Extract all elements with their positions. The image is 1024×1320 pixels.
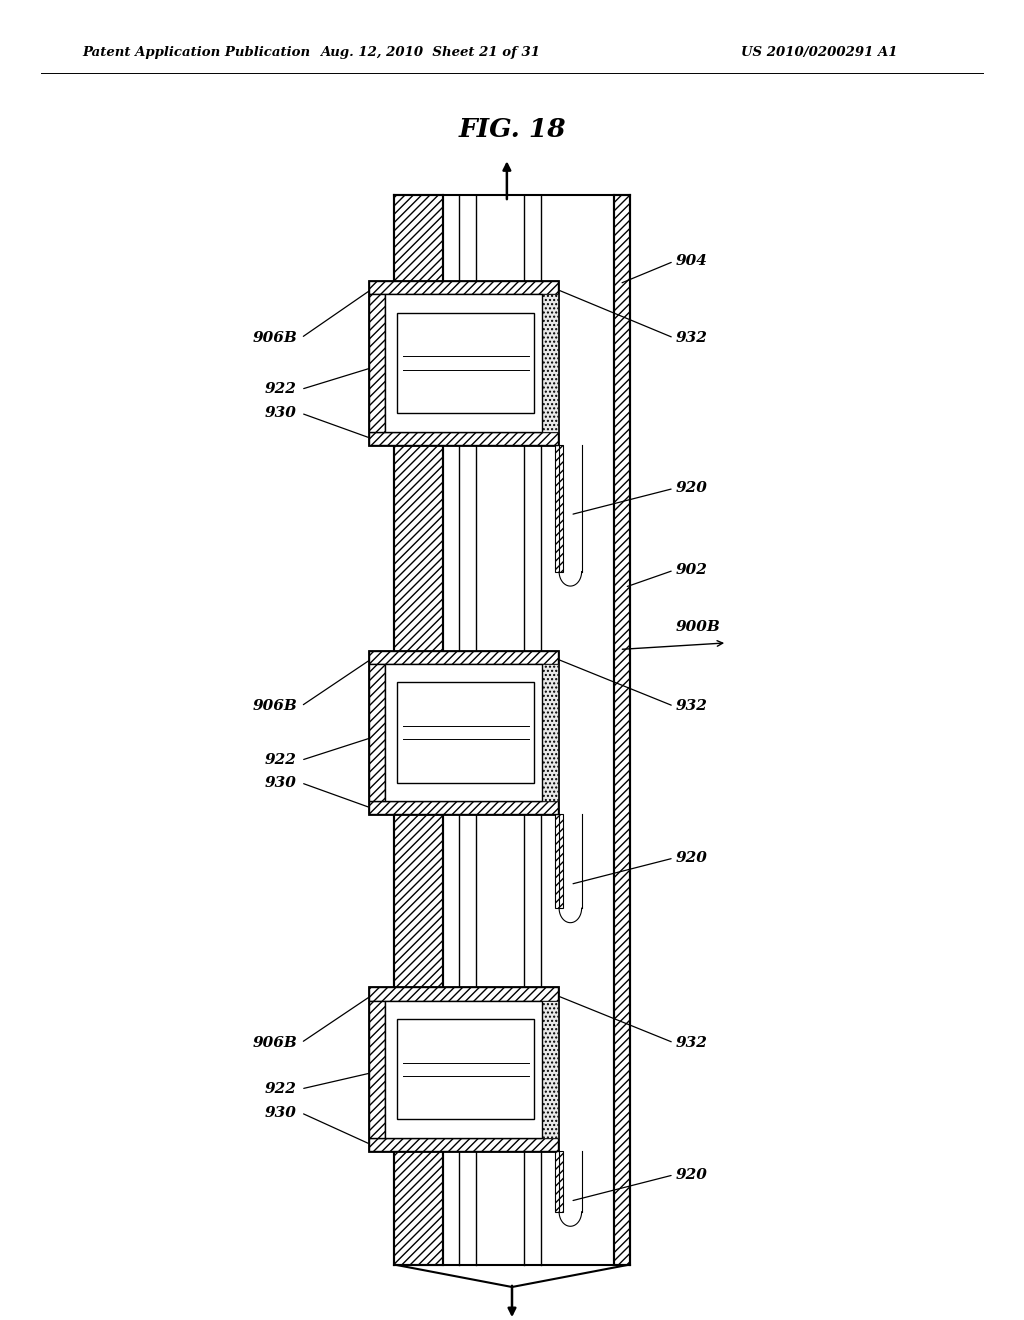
- Bar: [369, 664, 385, 801]
- Text: 900B: 900B: [676, 620, 721, 634]
- Bar: [394, 195, 443, 1265]
- Bar: [369, 651, 558, 814]
- Bar: [369, 281, 558, 294]
- Bar: [385, 664, 542, 801]
- Bar: [555, 814, 563, 908]
- Text: 922: 922: [265, 754, 297, 767]
- Bar: [397, 313, 534, 413]
- Text: 922: 922: [265, 383, 297, 396]
- Bar: [369, 1138, 558, 1151]
- Text: 930: 930: [265, 407, 297, 420]
- Text: 902: 902: [676, 564, 708, 577]
- Bar: [369, 801, 558, 814]
- Bar: [369, 651, 558, 664]
- Text: 930: 930: [265, 1106, 297, 1119]
- Bar: [555, 445, 563, 572]
- Bar: [542, 664, 558, 801]
- Text: 932: 932: [676, 700, 708, 713]
- Bar: [542, 294, 558, 432]
- Bar: [385, 1001, 542, 1138]
- Text: 930: 930: [265, 776, 297, 789]
- Bar: [369, 432, 558, 445]
- Text: 906B: 906B: [252, 700, 297, 713]
- Bar: [397, 682, 534, 783]
- Bar: [613, 195, 630, 1265]
- Text: 920: 920: [676, 1168, 708, 1181]
- Bar: [542, 1001, 558, 1138]
- Text: Patent Application Publication: Patent Application Publication: [82, 46, 310, 59]
- Text: 906B: 906B: [252, 331, 297, 345]
- Text: 904: 904: [676, 255, 708, 268]
- Bar: [397, 1019, 534, 1119]
- Text: 932: 932: [676, 331, 708, 345]
- Text: 922: 922: [265, 1082, 297, 1096]
- Bar: [369, 987, 558, 1001]
- Text: 920: 920: [676, 851, 708, 865]
- Text: US 2010/0200291 A1: US 2010/0200291 A1: [741, 46, 897, 59]
- Text: Aug. 12, 2010  Sheet 21 of 31: Aug. 12, 2010 Sheet 21 of 31: [321, 46, 540, 59]
- Bar: [369, 987, 558, 1151]
- Text: FIG. 18: FIG. 18: [458, 117, 566, 141]
- Bar: [385, 294, 542, 432]
- Text: 920: 920: [676, 482, 708, 495]
- Bar: [555, 1151, 563, 1212]
- Text: 932: 932: [676, 1036, 708, 1049]
- Bar: [369, 281, 558, 445]
- Bar: [369, 1001, 385, 1138]
- Text: 906B: 906B: [252, 1036, 297, 1049]
- Bar: [369, 294, 385, 432]
